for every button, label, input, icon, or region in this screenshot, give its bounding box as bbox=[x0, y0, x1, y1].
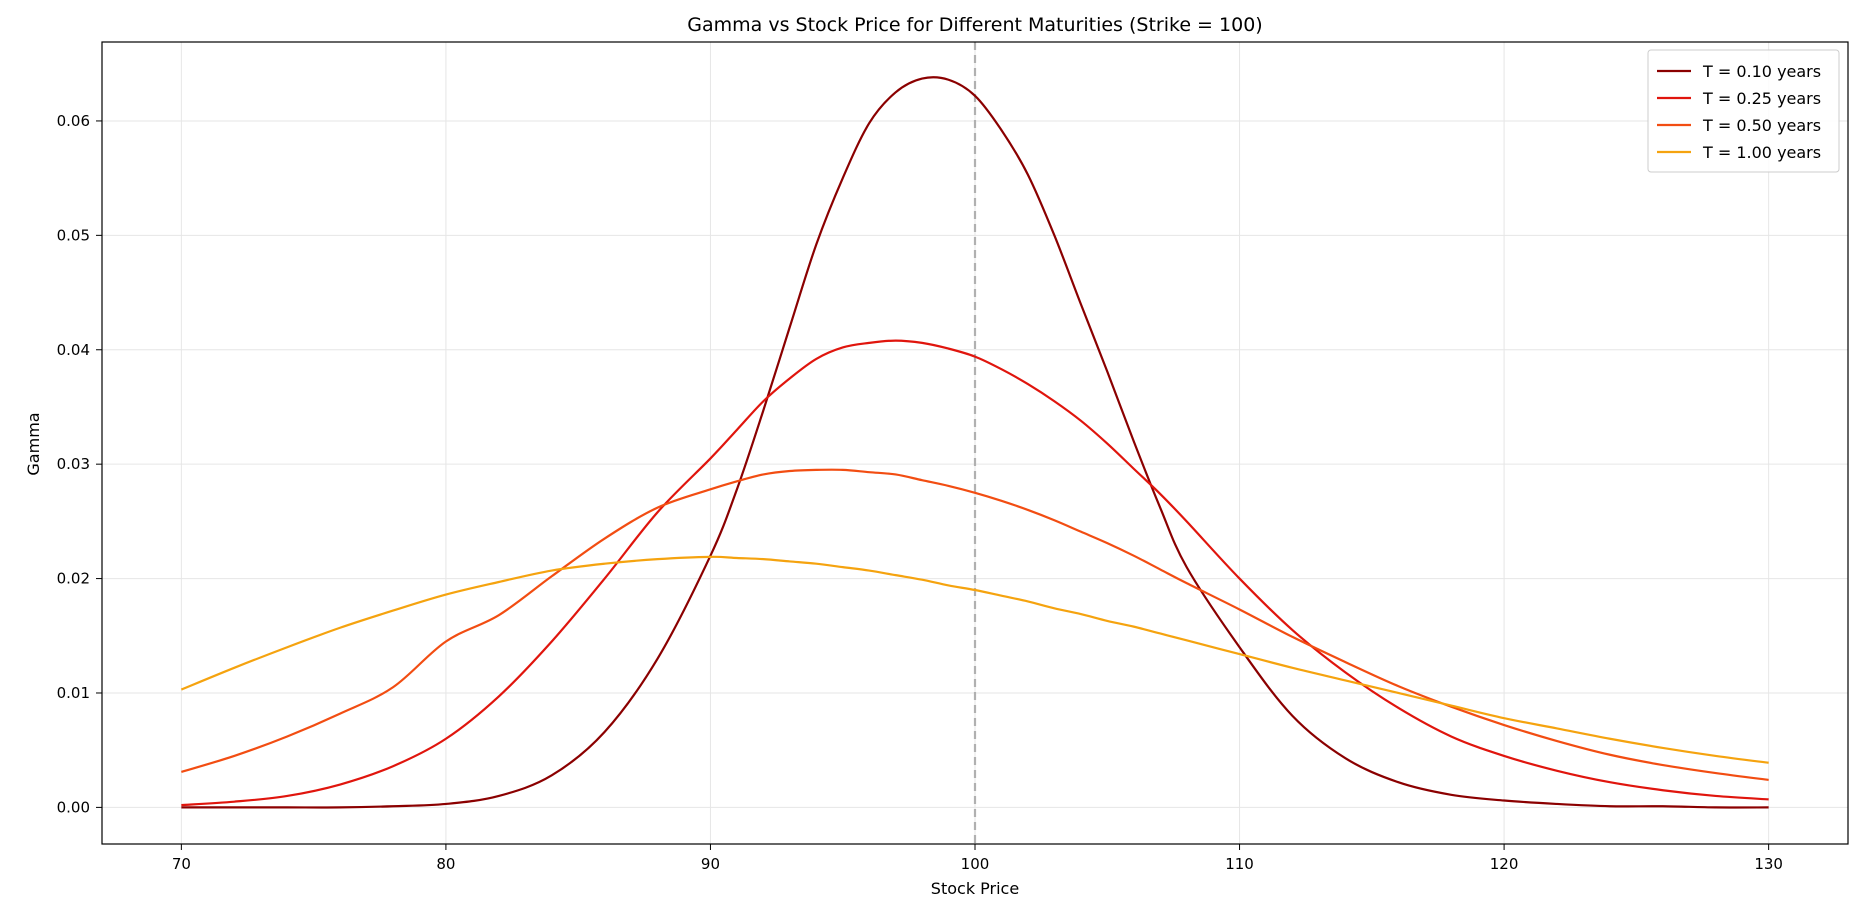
chart-title: Gamma vs Stock Price for Different Matur… bbox=[687, 14, 1262, 36]
legend-label: T = 0.50 years bbox=[1702, 116, 1821, 135]
y-tick-label: 0.01 bbox=[57, 684, 90, 702]
x-tick-label: 90 bbox=[701, 855, 720, 873]
y-axis-label: Gamma bbox=[24, 412, 43, 475]
y-tick-label: 0.02 bbox=[57, 570, 90, 588]
series-line-3 bbox=[181, 468, 1769, 782]
legend-label: T = 1.00 years bbox=[1702, 143, 1821, 162]
x-tick-label: 80 bbox=[436, 855, 455, 873]
legend-box bbox=[1647, 49, 1840, 173]
series-line-4 bbox=[180, 555, 1769, 764]
x-tick-label: 130 bbox=[1754, 855, 1783, 873]
series-line-1 bbox=[181, 76, 1769, 809]
axis-ticks: 70 80 90 100 110 120 130 0.00 0.01 0.02 0.03 0.04 0.… bbox=[57, 112, 1783, 873]
x-tick-label: 100 bbox=[961, 855, 990, 873]
x-axis-label: Stock Price bbox=[931, 879, 1019, 898]
y-tick-label: 0.06 bbox=[57, 112, 90, 130]
legend-label: T = 0.25 years bbox=[1702, 89, 1821, 108]
y-tick-label: 0.00 bbox=[57, 798, 90, 816]
legend-label: T = 0.10 years bbox=[1702, 62, 1821, 81]
x-tick-label: 120 bbox=[1490, 855, 1519, 873]
series-line-2 bbox=[181, 339, 1769, 807]
series-layer bbox=[180, 76, 1769, 809]
y-tick-label: 0.03 bbox=[57, 455, 90, 473]
legend: T = 0.10 years T = 0.25 years T = 0.50 yea… bbox=[1647, 49, 1840, 173]
x-tick-label: 110 bbox=[1225, 855, 1254, 873]
y-tick-label: 0.04 bbox=[57, 341, 90, 359]
y-tick-label: 0.05 bbox=[57, 226, 90, 244]
x-tick-label: 70 bbox=[172, 855, 191, 873]
